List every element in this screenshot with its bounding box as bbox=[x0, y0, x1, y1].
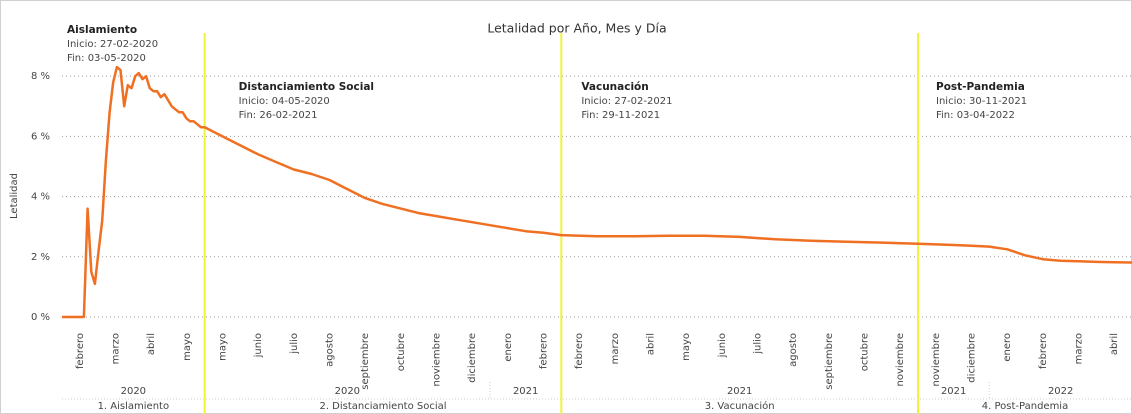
annotation-title: Aislamiento bbox=[67, 24, 137, 36]
month-label: julio bbox=[289, 333, 300, 355]
month-label: septiembre bbox=[360, 333, 371, 390]
y-tick-label: 6 % bbox=[31, 131, 50, 142]
month-label: febrero bbox=[539, 333, 550, 369]
month-label: mayo bbox=[182, 333, 193, 361]
month-label: abril bbox=[1109, 333, 1120, 355]
month-label: noviembre bbox=[895, 333, 906, 386]
annotation-title: Post-Pandemia bbox=[936, 81, 1025, 93]
month-label: febrero bbox=[1038, 333, 1049, 369]
month-label: abril bbox=[146, 333, 157, 355]
year-label: 2020 bbox=[335, 386, 360, 397]
y-tick-label: 8 % bbox=[31, 71, 50, 82]
annotation-start: Inicio: 27-02-2020 bbox=[67, 39, 158, 50]
month-label: diciembre bbox=[467, 333, 478, 383]
annotation-end: Fin: 29-11-2021 bbox=[581, 110, 660, 121]
month-label: agosto bbox=[788, 333, 799, 367]
month-label: noviembre bbox=[931, 333, 942, 386]
month-label: julio bbox=[753, 333, 764, 355]
annotation-start: Inicio: 30-11-2021 bbox=[936, 96, 1027, 107]
month-label: mayo bbox=[218, 333, 229, 361]
month-label: junio bbox=[717, 333, 728, 358]
annotation-start: Inicio: 27-02-2021 bbox=[581, 96, 672, 107]
annotation-title: Distanciamiento Social bbox=[239, 81, 374, 93]
month-label: enero bbox=[503, 333, 514, 362]
annotation-title: Vacunación bbox=[581, 81, 648, 93]
annotation-end: Fin: 03-05-2020 bbox=[67, 53, 146, 64]
month-label: abril bbox=[646, 333, 657, 355]
line-series bbox=[62, 65, 1132, 319]
month-label: septiembre bbox=[824, 333, 835, 390]
y-axis-label: Letalidad bbox=[9, 173, 20, 219]
month-label: junio bbox=[253, 333, 264, 358]
month-label: enero bbox=[1002, 333, 1013, 362]
month-label: octubre bbox=[396, 333, 407, 371]
month-label: febrero bbox=[574, 333, 585, 369]
month-label: febrero bbox=[75, 333, 86, 369]
y-tick-label: 4 % bbox=[31, 192, 50, 203]
month-label: octubre bbox=[860, 333, 871, 371]
year-label: 2021 bbox=[941, 386, 966, 397]
y-tick-label: 0 % bbox=[31, 312, 50, 323]
year-label: 2021 bbox=[727, 386, 752, 397]
month-label: marzo bbox=[610, 333, 621, 364]
phase-label: 4. Post-Pandemia bbox=[982, 401, 1068, 412]
phase-label: 2. Distanciamiento Social bbox=[319, 401, 446, 412]
annotation-end: Fin: 03-04-2022 bbox=[936, 110, 1015, 121]
month-label: marzo bbox=[1074, 333, 1085, 364]
month-label: diciembre bbox=[967, 333, 978, 383]
month-label: mayo bbox=[681, 333, 692, 361]
year-label: 2020 bbox=[121, 386, 146, 397]
year-label: 2022 bbox=[1048, 386, 1073, 397]
phase-label: 1. Aislamiento bbox=[98, 401, 170, 412]
annotation-end: Fin: 26-02-2021 bbox=[239, 110, 318, 121]
phase-label: 3. Vacunación bbox=[705, 400, 775, 412]
month-label: agosto bbox=[325, 333, 336, 367]
annotation-start: Inicio: 04-05-2020 bbox=[239, 96, 330, 107]
y-tick-label: 2 % bbox=[31, 252, 50, 263]
chart-title: Letalidad por Año, Mes y Día bbox=[487, 21, 666, 36]
year-label: 2021 bbox=[513, 386, 538, 397]
month-label: noviembre bbox=[432, 333, 443, 386]
month-label: marzo bbox=[111, 333, 122, 364]
